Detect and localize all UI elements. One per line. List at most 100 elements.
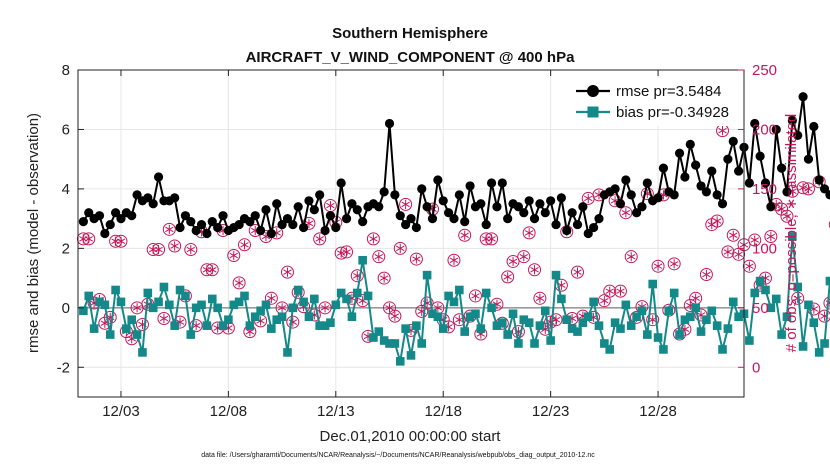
obs-count-point (409, 252, 423, 266)
bias-point (127, 315, 137, 325)
rmse-point (465, 181, 475, 191)
bias-point (696, 327, 706, 336)
bias-point (573, 327, 582, 336)
obs-possible-marker (205, 263, 219, 277)
bias-point (728, 297, 738, 307)
bias-point (170, 321, 179, 330)
rmse-point (132, 190, 142, 200)
obs-assimilated-marker (267, 293, 276, 303)
bias-point (777, 330, 786, 339)
bias-point (551, 270, 561, 280)
y-tick-label: 6 (62, 121, 70, 138)
rmse-point (787, 115, 797, 126)
x-tick-label: 12/28 (639, 403, 677, 420)
obs-count-point (152, 243, 166, 257)
obs-assimilated-marker (766, 231, 776, 242)
obs-assimilated-marker (449, 255, 459, 265)
rmse-point (202, 228, 212, 239)
bias-point (524, 318, 534, 327)
rmse-point (513, 202, 524, 212)
bias-point (798, 342, 808, 351)
obs-possible-marker (227, 248, 241, 262)
rmse-point (637, 202, 647, 212)
bias-point (272, 315, 282, 325)
rmse-point (707, 166, 717, 176)
obs-count-point (624, 250, 638, 264)
bias-point (277, 312, 287, 322)
obs-count-point (447, 253, 461, 267)
y-axis-label: rmse and bias (model - observation) (25, 113, 42, 353)
rmse-point (589, 222, 599, 233)
obs-possible-marker (667, 257, 681, 271)
rmse-point (551, 219, 561, 230)
rmse-point (734, 166, 744, 176)
obs-assimilated-marker (460, 230, 469, 240)
obs-assimilated-marker (621, 208, 631, 218)
obs-count-point (742, 259, 756, 273)
obs-assimilated-marker (132, 303, 142, 313)
rmse-point (331, 222, 341, 233)
rmse-point (680, 172, 690, 182)
y2-tick-label: 200 (752, 121, 777, 138)
obs-possible-marker (340, 245, 354, 259)
rmse-point (352, 205, 362, 215)
bias-point (745, 336, 754, 345)
rmse-point (819, 184, 830, 194)
rmse-point (384, 118, 395, 129)
bias-point (390, 339, 400, 348)
bias-point (809, 318, 819, 327)
obs-possible-marker (501, 270, 515, 284)
obs-count-point (522, 226, 536, 240)
obs-count-point (458, 228, 472, 242)
rmse-point (492, 202, 502, 212)
bias-point (229, 300, 239, 310)
rmse-point (615, 199, 626, 209)
rmse-point (94, 211, 105, 221)
legend-rmse-marker (587, 85, 599, 97)
bias-point (546, 336, 555, 345)
bias-point (702, 315, 711, 325)
bias-point (664, 306, 674, 316)
obs-possible-marker (828, 220, 830, 229)
x-tick-label: 12/03 (102, 403, 140, 420)
bias-point (750, 288, 760, 298)
bias-point (557, 294, 566, 304)
y2-tick-label: 150 (752, 181, 777, 198)
rmse-point (701, 187, 712, 197)
bias-point (315, 321, 324, 330)
legend-bias-label: bias pr=-0.34928 (616, 104, 729, 121)
obs-count-point (388, 309, 402, 323)
obs-possible-marker (393, 241, 407, 255)
rmse-point (712, 190, 722, 200)
obs-assimilated-marker (170, 241, 179, 251)
obs-assimilated-marker (320, 303, 330, 313)
obs-possible-marker (366, 232, 380, 246)
obs-count-point (528, 263, 542, 277)
rmse-point (105, 219, 115, 230)
obs-possible-marker (82, 232, 96, 246)
obs-assimilated-marker (524, 228, 534, 238)
obs-assimilated-marker (342, 247, 351, 257)
rmse-point (642, 178, 652, 188)
obs-possible-marker (447, 253, 461, 267)
bias-point (648, 279, 657, 289)
obs-count-point (533, 291, 547, 305)
obs-assimilated-marker (508, 256, 518, 267)
rmse-point (422, 202, 432, 212)
bias-point (712, 321, 722, 330)
rmse-point (427, 214, 438, 224)
rmse-point (78, 217, 88, 227)
obs-assimilated-marker (750, 235, 759, 245)
bias-point (336, 288, 346, 298)
bias-point (562, 315, 572, 325)
obs-possible-marker (511, 325, 525, 339)
obs-possible-marker (313, 232, 327, 246)
bias-point (675, 330, 684, 339)
bias-point (804, 300, 813, 310)
obs-possible-marker (726, 228, 740, 242)
bias-point (256, 306, 265, 316)
rmse-point (562, 225, 572, 236)
bias-point (218, 321, 228, 330)
rmse-point (793, 130, 803, 140)
bias-point (422, 270, 432, 280)
